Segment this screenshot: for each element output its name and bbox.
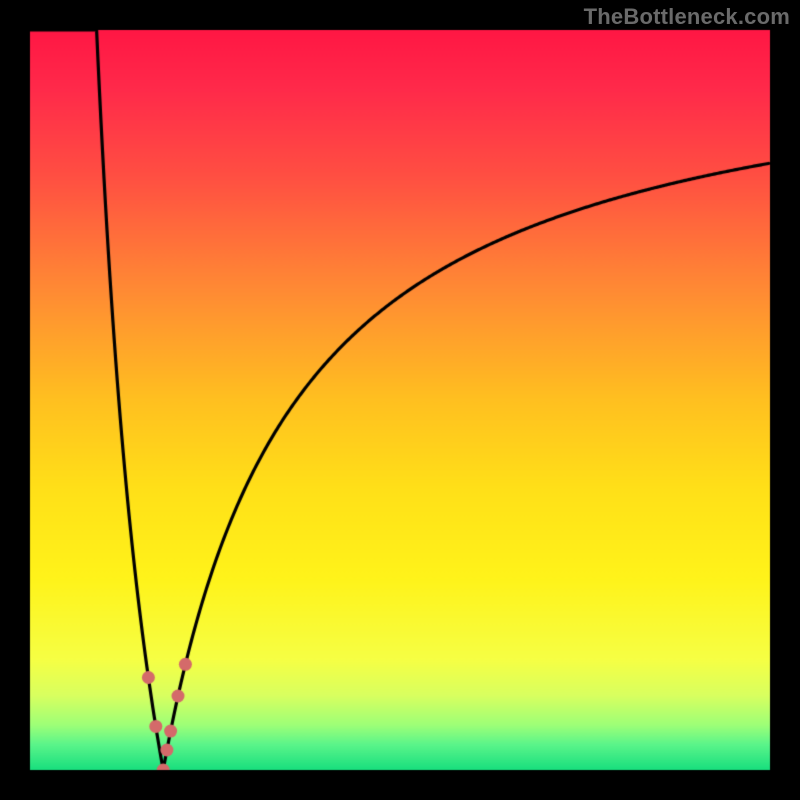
watermark-text: TheBottleneck.com <box>584 4 790 30</box>
chart-stage: TheBottleneck.com <box>0 0 800 800</box>
bottleneck-chart-canvas <box>0 0 800 800</box>
